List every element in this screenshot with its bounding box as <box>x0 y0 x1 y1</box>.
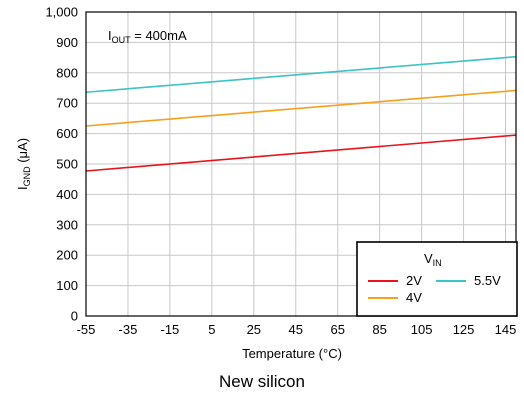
y-tick-label: 100 <box>56 278 78 293</box>
legend-title: VIN <box>424 251 442 268</box>
x-tick-labels: -55 -35 -15 5 25 45 65 85 105 125 145 <box>77 322 517 337</box>
y-tick-label: 400 <box>56 187 78 202</box>
legend-label-2v: 2V <box>406 273 422 288</box>
legend-title-sub: IN <box>433 258 442 268</box>
plot-frame <box>85 11 517 317</box>
x-tick-label: 125 <box>453 322 475 337</box>
y-tick-label: 500 <box>56 157 78 172</box>
y-tick-label: 700 <box>56 96 78 111</box>
svg-text:IOUT = 400mA: IOUT = 400mA <box>108 28 187 45</box>
x-tick-label: -55 <box>77 322 96 337</box>
series-line-2v <box>85 134 517 172</box>
x-tick-label: 5 <box>208 322 215 337</box>
annotation: IOUT = 400mA <box>108 28 187 45</box>
y-tick-label: 300 <box>56 217 78 232</box>
svg-text:Temperature (°C): Temperature (°C) <box>242 346 342 361</box>
x-tick-label: 65 <box>330 322 344 337</box>
legend-box <box>356 241 518 317</box>
y-axis-label-unit: (μA) <box>15 138 30 166</box>
x-tick-label: 145 <box>495 322 517 337</box>
annotation-rest: = 400mA <box>131 28 187 43</box>
x-axis-label-main: Temperature ( <box>242 346 324 361</box>
series-line-4v <box>85 89 517 127</box>
y-axis-label: IGND (μA) <box>15 138 32 190</box>
x-tick-label: 85 <box>372 322 386 337</box>
x-tick-label: 45 <box>289 322 303 337</box>
x-tick-label: 105 <box>411 322 433 337</box>
x-tick-label: 25 <box>247 322 261 337</box>
x-axis-label-unit: °C) <box>323 346 342 361</box>
annotation-sub: OUT <box>112 35 132 45</box>
svg-text:IGND (μA): IGND (μA) <box>15 138 32 190</box>
x-axis-label: Temperature (°C) <box>242 346 342 361</box>
legend-label-4v: 4V <box>406 290 422 305</box>
legend-label-5-5v: 5.5V <box>474 273 501 288</box>
annotation-main: I <box>108 28 112 43</box>
y-tick-labels: 0 100 200 300 400 500 600 700 800 900 1,000 <box>45 5 78 324</box>
series-line-5-5v <box>85 55 517 94</box>
y-tick-label: 1,000 <box>45 5 78 20</box>
x-tick-label: -35 <box>119 322 138 337</box>
y-tick-label: 0 <box>71 309 78 324</box>
y-tick-label: 600 <box>56 126 78 141</box>
legend-title-main: V <box>424 251 433 266</box>
y-tick-label: 900 <box>56 35 78 50</box>
caption: New silicon <box>219 372 305 391</box>
y-tick-label: 800 <box>56 65 78 80</box>
y-axis-label-main: I <box>15 186 30 190</box>
series-lines <box>85 55 517 172</box>
x-tick-label: -15 <box>161 322 180 337</box>
legend: VIN 2V 4V 5.5V <box>356 241 518 317</box>
y-tick-label: 200 <box>56 248 78 263</box>
y-axis-label-sub: GND <box>22 166 32 187</box>
chart: -55 -35 -15 5 25 45 65 85 105 125 145 0 100 200 300 40… <box>15 5 518 361</box>
